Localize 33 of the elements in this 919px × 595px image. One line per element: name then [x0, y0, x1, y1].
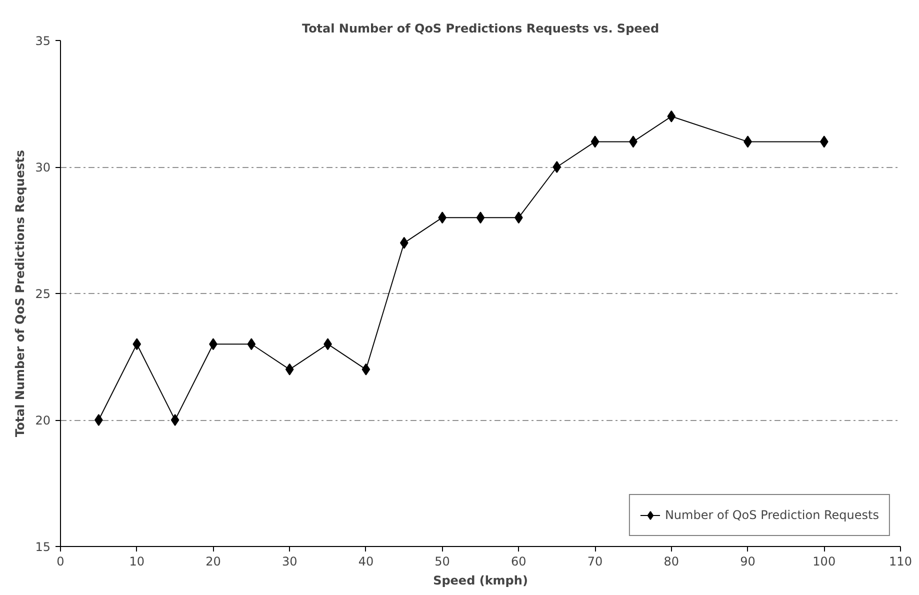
y-tick-label: 35 — [35, 34, 51, 48]
x-tick-label: 60 — [511, 554, 526, 568]
x-tick-label: 80 — [664, 554, 680, 568]
y-tick-label: 20 — [35, 414, 51, 428]
x-axis-title: Speed (kmph) — [433, 574, 528, 588]
point — [170, 414, 180, 426]
x-tick-label: 70 — [587, 554, 603, 568]
point — [552, 161, 562, 173]
point — [820, 136, 828, 148]
x-tick-label: 110 — [889, 554, 912, 568]
point — [132, 338, 142, 350]
x-tick-label: 10 — [129, 554, 145, 568]
x-tick-label: 30 — [282, 554, 298, 568]
x-tick-label: 90 — [740, 554, 756, 568]
point — [667, 110, 676, 122]
point — [400, 236, 408, 249]
y-tick-label: 30 — [35, 160, 51, 174]
point — [362, 363, 370, 376]
point — [590, 136, 600, 148]
x-tick-label: 100 — [812, 554, 836, 568]
point — [285, 363, 294, 376]
point — [476, 212, 485, 224]
chart-title: Total Number of QoS Predictions Requests vs. Speed — [302, 22, 660, 36]
y-tick-label: 25 — [35, 287, 51, 301]
x-tick-label: 40 — [358, 554, 374, 568]
y-tick-label: 15 — [35, 540, 51, 554]
point — [94, 414, 103, 426]
x-tick-label: 20 — [206, 554, 221, 568]
point — [247, 338, 256, 350]
x-tick-label: 50 — [434, 554, 450, 568]
legend-label: Number of QoS Prediction Requests — [664, 508, 879, 522]
y-axis-title: Total Number of QoS Predictions Requests — [13, 150, 28, 438]
x-tick-label: 0 — [56, 554, 64, 568]
